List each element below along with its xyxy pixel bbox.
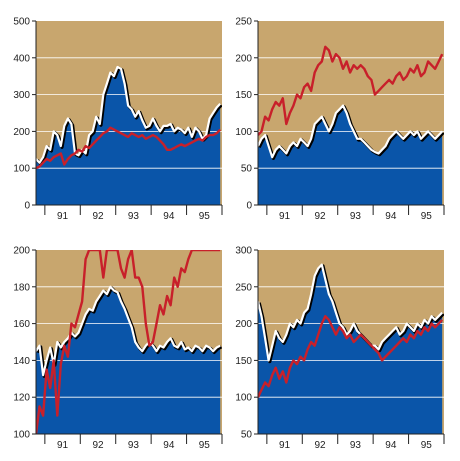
y-tick-label: 100	[235, 393, 252, 404]
y-tick-label: 150	[235, 90, 252, 101]
y-tick-label: 100	[13, 164, 30, 175]
x-tick-label: 95	[421, 211, 433, 222]
x-tick-label: 95	[421, 440, 433, 451]
chart-panel-bottom-left: 100 120 140 160 180 200 91 92 93 94 95	[13, 246, 223, 451]
area-outline	[36, 65, 221, 164]
y-tick-label: 100	[235, 127, 252, 138]
x-tick-label: 91	[279, 440, 291, 451]
x-tick-label: 95	[199, 440, 211, 451]
x-tick-label: 93	[128, 211, 140, 222]
y-tick-label: 160	[13, 319, 30, 330]
x-tick-label: 91	[279, 211, 291, 222]
line-series	[36, 126, 222, 170]
y-tick-label: 50	[241, 430, 253, 441]
y-tick-label: 0	[24, 201, 30, 212]
x-tick-label: 92	[314, 211, 326, 222]
plot-area	[36, 250, 222, 434]
area-series	[258, 105, 443, 205]
plot-area	[36, 57, 222, 205]
y-tick-label: 500	[13, 17, 30, 28]
x-tick-label: 92	[314, 440, 326, 451]
y-tick-label: 120	[13, 393, 30, 404]
y-tick-label: 300	[235, 246, 252, 257]
x-tick-label: 93	[350, 211, 362, 222]
y-tick-label: 50	[241, 164, 253, 175]
y-tick-label: 300	[13, 90, 30, 101]
y-tick-label: 180	[13, 282, 30, 293]
line-series	[258, 45, 444, 136]
x-tick-label: 94	[385, 211, 397, 222]
y-tick-label: 250	[235, 17, 252, 28]
x-tick-label: 91	[57, 440, 69, 451]
chart-panel-top-left: 0 100 200 300 400 500 91 92 93 94 95	[13, 17, 223, 222]
y-tick-label: 200	[13, 246, 30, 257]
x-tick-label: 94	[385, 440, 397, 451]
y-tick-label: 0	[246, 201, 252, 212]
y-tick-label: 140	[13, 356, 30, 367]
area-series	[258, 264, 443, 434]
area-outline	[36, 285, 221, 377]
y-tick-label: 150	[235, 356, 252, 367]
y-tick-label: 400	[13, 53, 30, 64]
x-tick-label: 92	[92, 440, 104, 451]
y-tick-label: 200	[13, 127, 30, 138]
x-tick-label: 93	[128, 440, 140, 451]
area-outline	[258, 263, 443, 362]
y-tick-label: 250	[235, 282, 252, 293]
area-outline	[258, 104, 443, 159]
x-tick-label: 95	[199, 211, 211, 222]
plot-area	[258, 45, 444, 205]
x-tick-label: 91	[57, 211, 69, 222]
y-tick-label: 200	[235, 53, 252, 64]
chart-panel-bottom-right: 50 100 150 200 250 300 91 92 93 94 95	[235, 246, 445, 451]
y-tick-label: 200	[235, 319, 252, 330]
y-tick-label: 100	[13, 430, 30, 441]
x-tick-label: 93	[350, 440, 362, 451]
x-tick-label: 92	[92, 211, 104, 222]
line-series	[258, 315, 444, 398]
chart-panel-top-right: 0 50 100 150 200 250 91 92 93 94 95	[235, 17, 445, 222]
x-tick-label: 94	[163, 440, 175, 451]
line-series	[36, 250, 221, 434]
x-tick-label: 94	[163, 211, 175, 222]
plot-area	[258, 263, 444, 434]
